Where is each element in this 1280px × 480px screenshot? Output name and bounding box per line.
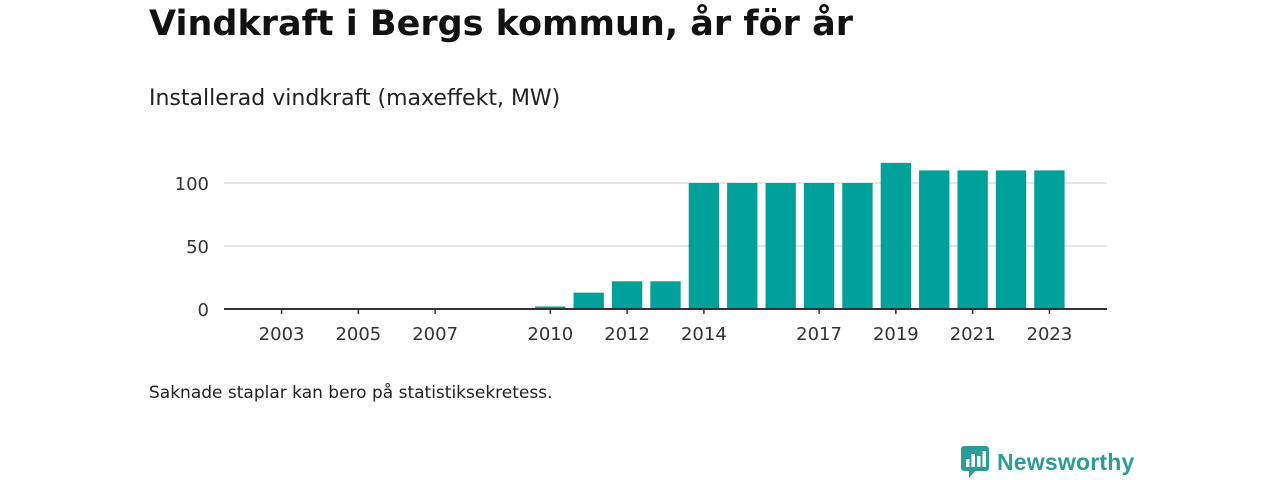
x-tick-label-2010: 2010 [527, 324, 573, 345]
x-tick-label-2019: 2019 [873, 324, 919, 345]
x-tick-label-2014: 2014 [681, 324, 727, 345]
chart-subtitle: Installerad vindkraft (maxeffekt, MW) [149, 86, 561, 111]
x-tick-label-2021: 2021 [950, 324, 996, 345]
bar-2022 [995, 170, 1027, 309]
x-tick-label-2005: 2005 [335, 324, 381, 345]
bar-2010 [535, 306, 566, 309]
bar-2011 [573, 292, 604, 309]
x-tick-label-2023: 2023 [1027, 324, 1073, 345]
y-tick-label-100: 100 [175, 174, 209, 195]
bar-2012 [611, 281, 643, 309]
bar-2020 [919, 170, 950, 309]
newsworthy-logo-icon [961, 446, 989, 478]
bar-chart: 0 50 100 2003 2005 2007 2010 2012 2014 2017 2019 20… [175, 162, 1107, 345]
bar-2019 [880, 162, 912, 309]
y-tick-label-50: 50 [186, 237, 209, 258]
chart-title: Vindkraft i Bergs kommun, år för år [149, 4, 853, 44]
x-tick-label-2017: 2017 [796, 324, 842, 345]
bar-2013 [650, 281, 681, 309]
x-tick-label-2012: 2012 [604, 324, 650, 345]
bar-2015 [727, 183, 758, 309]
footnote: Saknade staplar kan bero på statistiksek… [149, 383, 553, 403]
brand-name: Newsworthy [997, 448, 1135, 475]
x-tick-label-2007: 2007 [412, 324, 458, 345]
bar-2023 [1034, 170, 1065, 309]
newsworthy-logo[interactable]: Newsworthy [961, 446, 1134, 478]
x-tick-label-2003: 2003 [259, 324, 305, 345]
bar-2017 [803, 183, 835, 309]
bar-2018 [842, 183, 873, 309]
bar-2014 [688, 183, 720, 309]
bar-2021 [957, 170, 988, 309]
bar-2016 [765, 183, 796, 309]
y-tick-label-0: 0 [198, 300, 209, 321]
